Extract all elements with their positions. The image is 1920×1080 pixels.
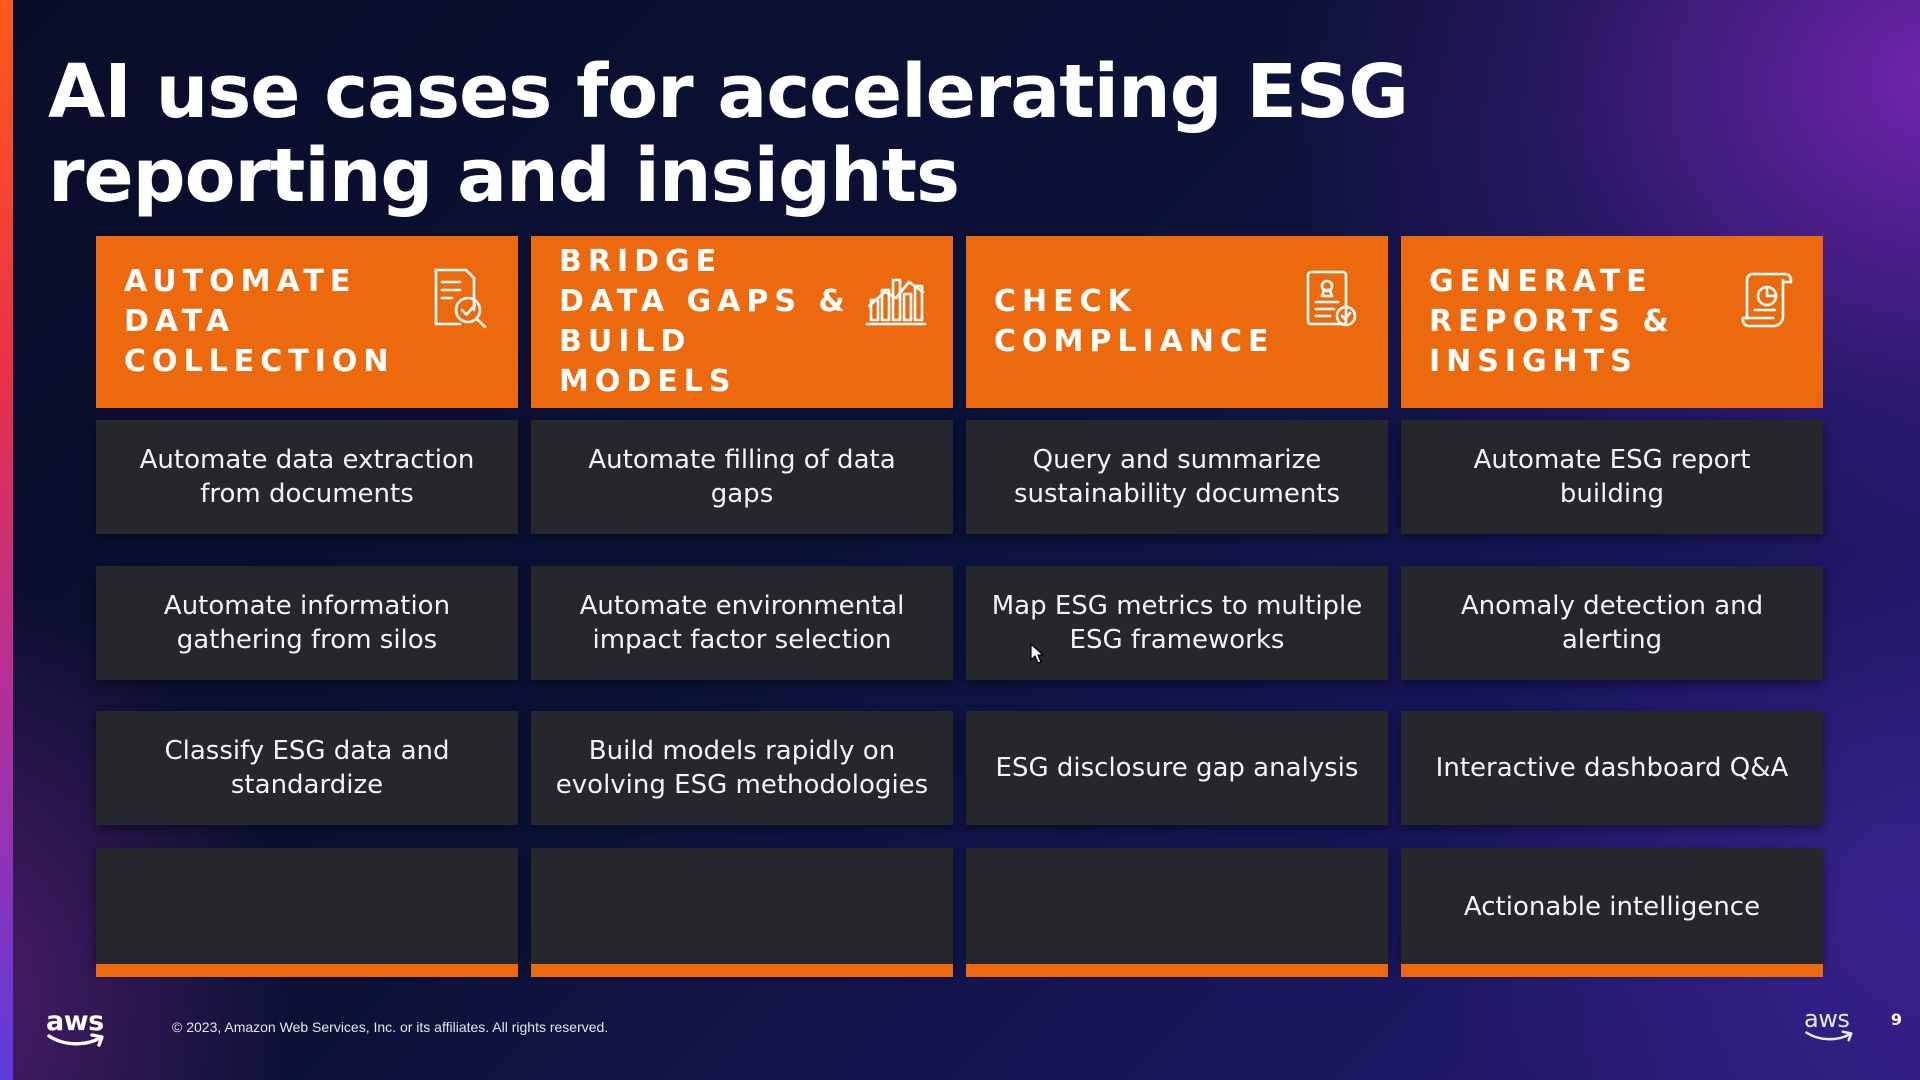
use-case-cell: Automate filling of data gaps — [531, 420, 953, 534]
column-header-title: GENERATE REPORTS & INSIGHTS — [1429, 264, 1675, 379]
use-case-cell: Automate environmental impact factor sel… — [531, 566, 953, 680]
column-bottom-bar — [96, 964, 518, 977]
corner-aws-logo-text: aws — [1804, 1005, 1850, 1033]
use-case-cell: ESG disclosure gap analysis — [966, 711, 1388, 825]
accent-edge-bar — [0, 0, 13, 1080]
certificate-icon — [1300, 266, 1362, 332]
use-case-text: Actionable intelligence — [1463, 892, 1761, 922]
column-header-title: AUTOMATE DATA COLLECTION — [124, 264, 395, 379]
document-check-icon — [430, 266, 492, 332]
use-case-text: Anomaly detection and alerting — [1460, 591, 1764, 655]
use-case-text: Automate information gathering from silo… — [163, 591, 451, 655]
column-header: GENERATE REPORTS & INSIGHTS — [1401, 236, 1823, 408]
column-header-title: CHECK COMPLIANCE — [994, 284, 1275, 359]
use-case-cell: Actionable intelligence — [1401, 848, 1823, 966]
use-case-text: Build models rapidly on evolving ESG met… — [555, 736, 929, 800]
corner-aws-smile-icon — [1805, 1030, 1853, 1042]
use-case-text: Automate filling of data gaps — [588, 445, 896, 509]
use-case-cell: Automate ESG report building — [1401, 420, 1823, 534]
column-bottom-bar — [531, 964, 953, 977]
mouse-pointer-icon — [1030, 643, 1044, 664]
column-header-title: BRIDGE DATA GAPS & BUILD MODELS — [559, 244, 851, 399]
corner-aws-logo: aws — [1804, 1006, 1864, 1046]
use-case-cell: Query and summarize sustainability docum… — [966, 420, 1388, 534]
slide-title: AI use cases for accelerating ESG report… — [48, 49, 1409, 219]
use-case-cell — [96, 848, 518, 966]
column-generate-reports: GENERATE REPORTS & INSIGHTS Automate ESG… — [1401, 236, 1823, 978]
use-case-cell: Interactive dashboard Q&A — [1401, 711, 1823, 825]
column-bottom-bar — [1401, 964, 1823, 977]
use-case-cell — [966, 848, 1388, 966]
column-header: AUTOMATE DATA COLLECTION — [96, 236, 518, 408]
use-case-cell: Anomaly detection and alerting — [1401, 566, 1823, 680]
use-case-text: Automate data extraction from documents — [139, 445, 475, 509]
use-case-text: Query and summarize sustainability docum… — [1013, 445, 1341, 509]
column-bridge-data-gaps: BRIDGE DATA GAPS & BUILD MODELS Automate… — [531, 236, 953, 978]
use-case-cell: Automate information gathering from silo… — [96, 566, 518, 680]
bar-chart-icon — [865, 266, 927, 332]
use-case-cell: Map ESG metrics to multiple ESG framewor… — [966, 566, 1388, 680]
use-case-cell: Automate data extraction from documents — [96, 420, 518, 534]
column-header: BRIDGE DATA GAPS & BUILD MODELS — [531, 236, 953, 408]
use-case-text: ESG disclosure gap analysis — [995, 753, 1359, 783]
use-case-text: Automate ESG report building — [1473, 445, 1751, 509]
column-automate-data-collection: AUTOMATE DATA COLLECTION Automate data e… — [96, 236, 518, 978]
use-case-text: Classify ESG data and standardize — [164, 736, 450, 800]
use-case-text: Automate environmental impact factor sel… — [579, 591, 905, 655]
page-number: 9 — [1890, 1010, 1902, 1029]
aws-logo: aws — [46, 1008, 110, 1048]
use-case-grid: AUTOMATE DATA COLLECTION Automate data e… — [96, 236, 1824, 978]
use-case-text: Map ESG metrics to multiple ESG framewor… — [991, 591, 1363, 655]
column-header: CHECK COMPLIANCE — [966, 236, 1388, 408]
use-case-cell: Build models rapidly on evolving ESG met… — [531, 711, 953, 825]
column-check-compliance: CHECK COMPLIANCE Query and summarize sus… — [966, 236, 1388, 978]
column-bottom-bar — [966, 964, 1388, 977]
aws-smile-icon — [47, 1033, 104, 1047]
copyright-text: © 2023, Amazon Web Services, Inc. or its… — [172, 1019, 609, 1035]
use-case-cell: Classify ESG data and standardize — [96, 711, 518, 825]
use-case-cell — [531, 848, 953, 966]
use-case-text: Interactive dashboard Q&A — [1435, 753, 1789, 783]
aws-logo-text: aws — [46, 1006, 104, 1037]
report-scroll-icon — [1735, 266, 1797, 332]
